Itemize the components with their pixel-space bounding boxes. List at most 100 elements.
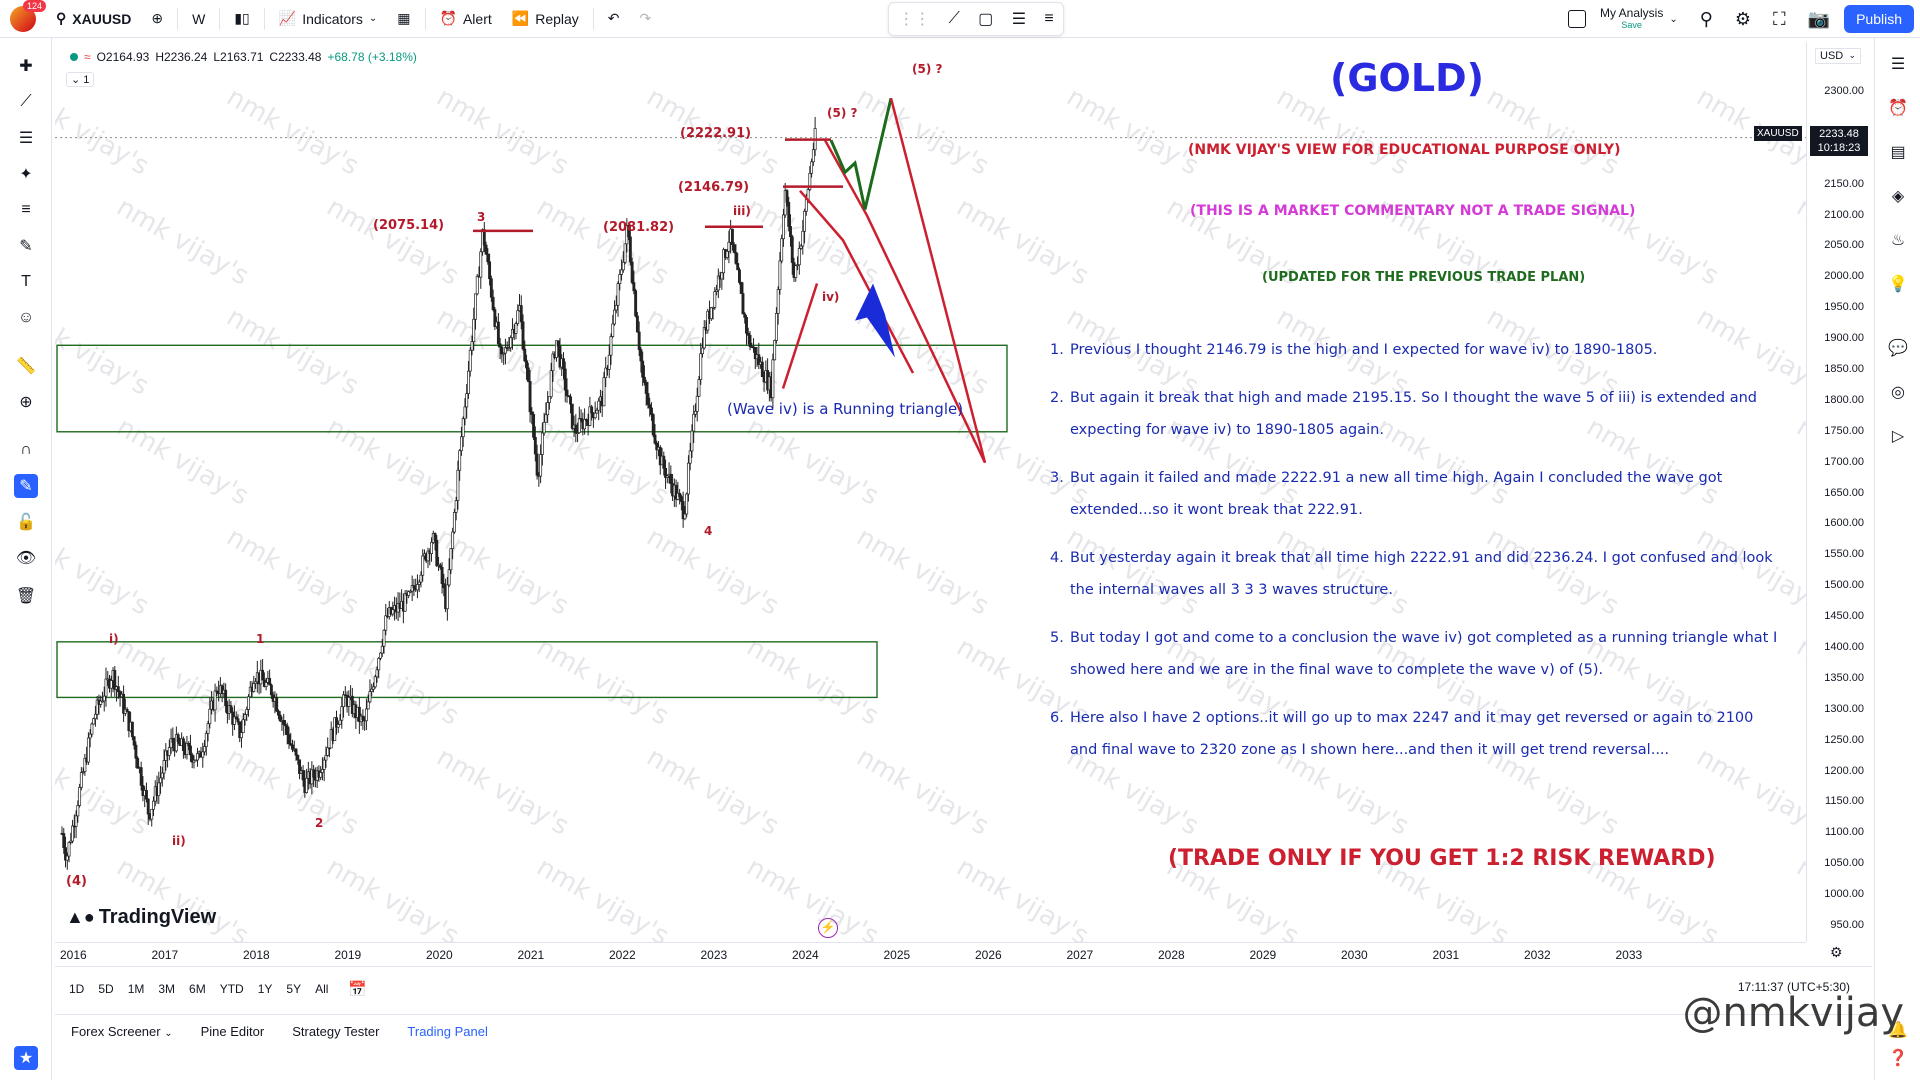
fib-icon[interactable]: ☰ bbox=[1011, 11, 1027, 28]
range-5d[interactable]: 5D bbox=[98, 981, 114, 996]
candle-body bbox=[602, 377, 606, 407]
layout-menu[interactable]: My Analysis Save bbox=[1600, 7, 1663, 31]
price-tick: 2300.00 bbox=[1824, 85, 1864, 97]
eye-icon[interactable]: 👁 bbox=[15, 550, 37, 567]
zoom-in-icon[interactable]: ⊕ bbox=[19, 394, 33, 411]
lock-icon[interactable]: 🔓 bbox=[16, 514, 36, 531]
candle-body bbox=[607, 354, 611, 370]
candle-body bbox=[190, 754, 194, 763]
brush-icon[interactable]: ✎ bbox=[19, 238, 33, 255]
watchlist-icon[interactable]: ☰ bbox=[1890, 56, 1906, 73]
candle-body bbox=[426, 550, 430, 562]
candle-body bbox=[430, 541, 433, 554]
tab-trading-panel[interactable]: Trading Panel bbox=[407, 1024, 488, 1039]
forecast-icon[interactable]: ≡ bbox=[21, 201, 31, 218]
candle-body bbox=[171, 737, 175, 743]
star-icon[interactable]: ★ bbox=[14, 1046, 38, 1070]
trash-icon[interactable]: 🗑 bbox=[15, 588, 37, 605]
price-axis[interactable]: 2300.002200.002150.002100.002050.002000.… bbox=[1806, 42, 1872, 942]
symbol-search[interactable]: ⚲ XAUUSD bbox=[46, 0, 141, 38]
fib-tool-icon[interactable]: ☰ bbox=[18, 130, 34, 147]
candle-body bbox=[681, 501, 685, 520]
camera-icon[interactable]: 📷 bbox=[1807, 8, 1831, 29]
range-all[interactable]: All bbox=[315, 981, 329, 996]
stay-drawing-icon[interactable]: ✎ bbox=[14, 474, 38, 498]
range-6m[interactable]: 6M bbox=[189, 981, 206, 996]
bar-countdown: 10:18:23 bbox=[1817, 142, 1861, 154]
candle-body bbox=[465, 393, 469, 408]
chart-type-button[interactable]: ▮▯ bbox=[224, 0, 259, 38]
pattern-icon[interactable]: ✦ bbox=[19, 166, 33, 183]
rectangle-icon[interactable]: ▢ bbox=[978, 11, 994, 28]
trend-line-icon[interactable]: ⟋ bbox=[948, 10, 960, 27]
disclaimer-not-signal: (THIS IS A MARKET COMMENTARY NOT A TRADE… bbox=[1190, 203, 1636, 219]
candle-body bbox=[208, 708, 212, 725]
templates-button[interactable]: ▦ bbox=[387, 0, 420, 38]
magnet-icon[interactable]: ∩ bbox=[20, 441, 32, 458]
price-tick: 1800.00 bbox=[1824, 393, 1864, 406]
chart-pane[interactable]: nmk vijay's nmk vijay's nmk vijay's nmk vij… bbox=[55, 42, 1809, 942]
tab-strategy-tester[interactable]: Strategy Tester bbox=[292, 1024, 380, 1039]
fullscreen-icon[interactable]: ⛶ bbox=[1773, 8, 1786, 29]
broadcast-icon[interactable]: ◎ bbox=[1891, 384, 1905, 401]
price-tick: 1000.00 bbox=[1824, 888, 1864, 901]
alerts-clock-icon[interactable]: ⏰ bbox=[1888, 100, 1908, 117]
hotlist-icon[interactable]: ♨ bbox=[1890, 232, 1906, 249]
range-ytd[interactable]: YTD bbox=[219, 981, 244, 996]
price-tick: 1050.00 bbox=[1824, 857, 1864, 870]
tab-forex-screener[interactable]: Forex Screener ⌄ bbox=[71, 1024, 173, 1039]
clock-timezone[interactable]: 17:11:37 (UTC+5:30) bbox=[1737, 980, 1850, 994]
text-icon[interactable]: T bbox=[21, 273, 31, 290]
candle-body bbox=[240, 732, 243, 739]
candle-body bbox=[609, 336, 613, 356]
notifications-icon[interactable]: 🔔 bbox=[1888, 1022, 1908, 1039]
ideas-icon[interactable]: 💡 bbox=[1888, 276, 1908, 293]
publish-button[interactable]: Publish bbox=[1844, 5, 1914, 33]
quick-search-icon[interactable]: ⚲ bbox=[1699, 8, 1713, 29]
candle-body bbox=[417, 581, 421, 585]
range-1d[interactable]: 1D bbox=[69, 981, 85, 996]
candle-body bbox=[796, 264, 799, 267]
calendar-icon[interactable]: 📅 bbox=[348, 980, 368, 998]
range-1y[interactable]: 1Y bbox=[257, 981, 273, 996]
legend-collapse-button[interactable]: ⌄ 1 bbox=[66, 72, 95, 87]
candle-body bbox=[136, 757, 140, 769]
data-window-icon[interactable]: ▤ bbox=[1890, 144, 1906, 161]
indicators-button[interactable]: 📈 Indicators ⌄ bbox=[269, 0, 388, 38]
legend-collapse-count: 1 bbox=[83, 74, 90, 86]
emoji-icon[interactable]: ☺ bbox=[17, 309, 35, 326]
ruler-icon[interactable]: 📏 bbox=[16, 358, 36, 375]
range-1m[interactable]: 1M bbox=[127, 981, 145, 996]
replay-button[interactable]: ⏪ Replay bbox=[502, 0, 589, 38]
trend-line-icon[interactable]: ⟋ bbox=[20, 93, 32, 110]
lightning-icon[interactable]: ⚡ bbox=[818, 918, 838, 938]
user-avatar[interactable]: 124 bbox=[10, 0, 46, 32]
time-axis[interactable]: 2016 2017 2018 2019 2020 2021 2022 2023 2024 2025… bbox=[55, 942, 1806, 966]
alert-button[interactable]: ⏰ Alert bbox=[430, 0, 502, 38]
candle-body bbox=[452, 512, 456, 533]
play-icon[interactable]: ▷ bbox=[1891, 428, 1905, 445]
undo-button[interactable]: ↶ bbox=[598, 0, 630, 38]
compare-button[interactable]: ⊕ bbox=[141, 0, 173, 38]
lines-icon[interactable]: ≡ bbox=[1044, 10, 1054, 27]
layout-checkbox-icon[interactable] bbox=[1567, 10, 1586, 28]
help-icon[interactable]: ❓ bbox=[1888, 1050, 1908, 1067]
interval-button[interactable]: W bbox=[192, 10, 206, 27]
chat-icon[interactable]: 💬 bbox=[1888, 340, 1908, 357]
drag-handle-icon[interactable]: ⋮⋮ bbox=[898, 11, 931, 28]
tab-pine-editor[interactable]: Pine Editor bbox=[200, 1024, 265, 1039]
candle-body bbox=[146, 798, 150, 815]
chevron-down-icon[interactable]: ⌄ bbox=[1669, 13, 1678, 25]
range-3m[interactable]: 3M bbox=[158, 981, 176, 996]
currency-selector[interactable]: USD ⌄ bbox=[1815, 48, 1861, 64]
candle-body bbox=[326, 747, 330, 756]
range-5y[interactable]: 5Y bbox=[286, 981, 302, 996]
settings-icon[interactable]: ⚙ bbox=[1734, 8, 1752, 29]
candle-body bbox=[780, 238, 784, 262]
axis-settings-icon[interactable]: ⚙ bbox=[1830, 944, 1843, 960]
candle-body bbox=[62, 833, 66, 848]
crosshair-icon[interactable]: ✚ bbox=[19, 58, 33, 75]
redo-button[interactable]: ↷ bbox=[630, 0, 662, 38]
candle-body bbox=[74, 815, 78, 827]
layers-icon[interactable]: ◈ bbox=[1891, 188, 1905, 205]
